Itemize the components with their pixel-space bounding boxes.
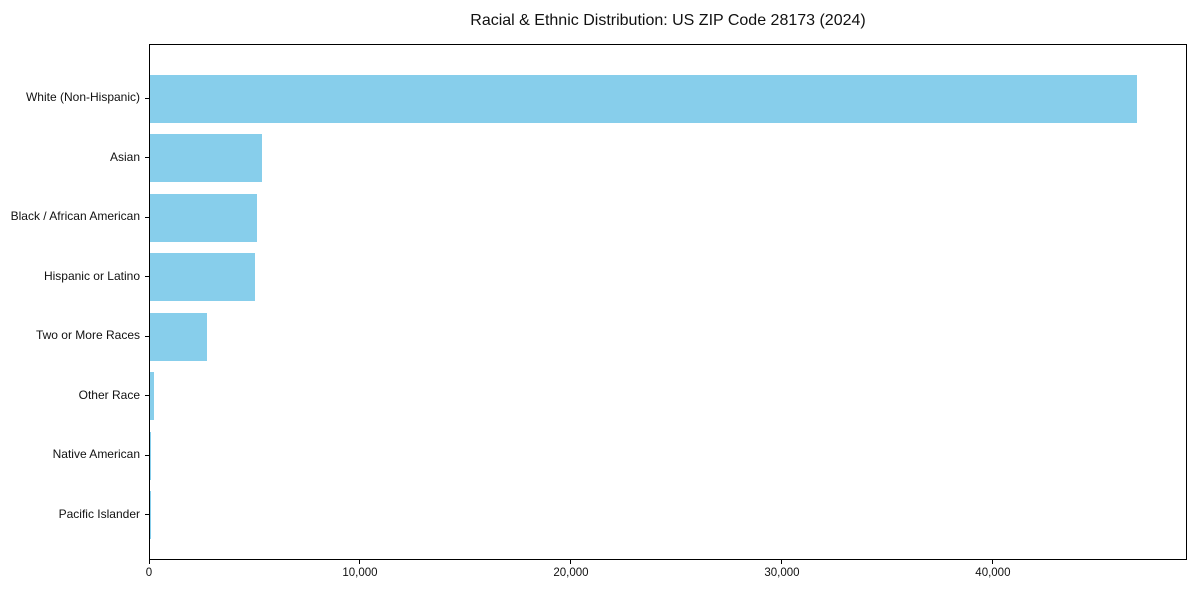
bar-asian [150, 134, 262, 183]
x-tick-0 [148, 560, 150, 564]
bar-native-american [150, 431, 151, 480]
x-tick-10-000 [359, 560, 361, 564]
bar-white-non-hispanic [150, 74, 1138, 123]
y-tick-other-race [145, 395, 149, 397]
bar-other-race [150, 372, 154, 421]
x-tick-label-30-000: 30,000 [764, 567, 800, 579]
y-tick-label-hispanic-or-latino: Hispanic or Latino [43, 268, 140, 283]
x-tick-30-000 [781, 560, 783, 564]
y-tick-label-two-or-more-races: Two or More Races [35, 328, 140, 343]
y-tick-label-asian: Asian [109, 149, 140, 164]
plot-area [149, 44, 1187, 560]
y-tick-asian [145, 157, 149, 159]
y-tick-label-white-non-hispanic: White (Non-Hispanic) [25, 90, 140, 105]
x-tick-label-20-000: 20,000 [553, 567, 589, 579]
x-tick-label-40-000: 40,000 [975, 567, 1011, 579]
x-tick-label-0: 0 [145, 567, 153, 579]
x-tick-20-000 [570, 560, 572, 564]
chart-title: Racial & Ethnic Distribution: US ZIP Cod… [470, 12, 866, 29]
y-tick-pacific-islander [145, 514, 149, 516]
bar-two-or-more-races [150, 312, 208, 361]
bar-hispanic-or-latino [150, 253, 256, 302]
y-tick-white-non-hispanic [145, 97, 149, 99]
y-tick-label-native-american: Native American [52, 447, 140, 462]
y-tick-label-pacific-islander: Pacific Islander [58, 506, 140, 521]
y-tick-two-or-more-races [145, 335, 149, 337]
x-tick-40-000 [992, 560, 994, 564]
y-tick-black-african-american [145, 216, 149, 218]
x-tick-label-10-000: 10,000 [342, 567, 378, 579]
bar-black-african-american [150, 193, 257, 242]
y-tick-hispanic-or-latino [145, 276, 149, 278]
y-tick-native-american [145, 454, 149, 456]
y-tick-label-other-race: Other Race [78, 387, 140, 402]
y-tick-label-black-african-american: Black / African American [10, 209, 140, 224]
